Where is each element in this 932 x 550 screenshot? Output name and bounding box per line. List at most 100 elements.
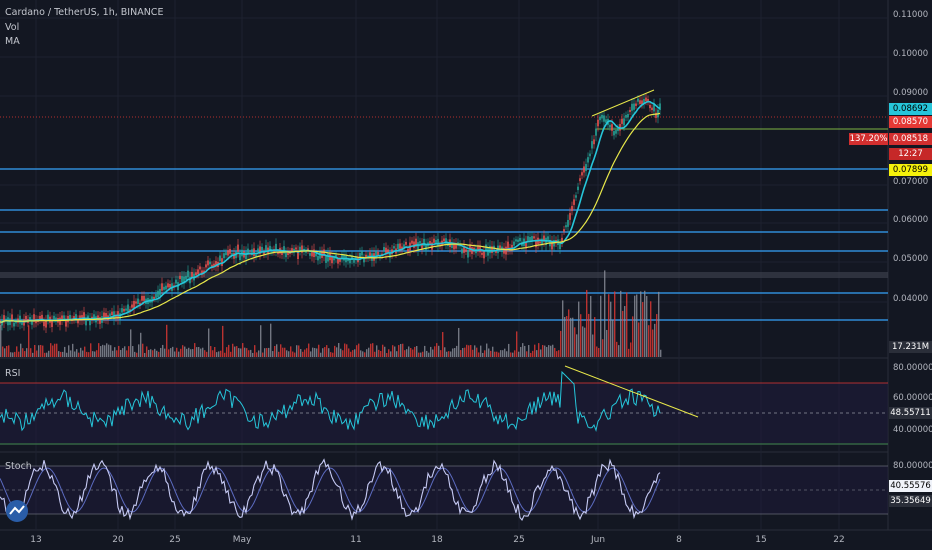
candle-body: [125, 308, 127, 311]
vol-legend[interactable]: Vol: [5, 22, 20, 33]
candle-body: [141, 295, 143, 301]
volume-bar: [20, 343, 22, 357]
candle-body: [623, 118, 625, 126]
volume-bar: [52, 345, 54, 357]
volume-bar: [416, 346, 418, 357]
volume-bar: [492, 346, 494, 357]
volume-bar: [286, 350, 288, 357]
candle-body: [639, 100, 641, 104]
candle-body: [579, 178, 581, 182]
candle-body: [183, 276, 185, 284]
candle-body: [123, 308, 125, 312]
time-axis-label: 25: [513, 535, 525, 545]
volume-bar: [62, 351, 64, 357]
volume-bar: [462, 348, 464, 357]
volume-bar: [288, 351, 290, 357]
volume-bar: [274, 346, 276, 357]
volume-bar: [284, 347, 286, 357]
candle-body: [389, 252, 391, 258]
candle-body: [625, 114, 627, 118]
volume-bar: [48, 350, 50, 357]
volume-bar: [248, 350, 250, 357]
volume-bar: [60, 351, 62, 357]
volume-bar: [6, 345, 8, 357]
candle-body: [309, 253, 311, 256]
volume-bar: [312, 347, 314, 357]
candle-body: [423, 238, 425, 247]
volume-bar: [106, 343, 108, 357]
price-axis-label: 0.07000: [893, 177, 929, 187]
volume-bar: [228, 344, 230, 357]
volume-bar: [338, 343, 340, 357]
volume-bar: [30, 348, 32, 357]
candle-body: [325, 255, 327, 263]
volume-bar: [64, 346, 66, 357]
candle-body: [231, 253, 233, 256]
volume-bar: [576, 334, 578, 357]
volume-bar: [330, 352, 332, 357]
candle-body: [487, 247, 489, 256]
volume-bar: [182, 345, 184, 357]
volume-bar: [590, 295, 592, 357]
volume-bar: [354, 349, 356, 357]
candle-body: [627, 113, 629, 118]
volume-bar: [24, 351, 26, 357]
volume-bar: [252, 352, 254, 357]
candle-body: [347, 258, 349, 262]
candle-body: [647, 98, 649, 102]
volume-bar: [68, 345, 70, 357]
volume-bar: [116, 350, 118, 357]
volume-bar: [430, 346, 432, 357]
candle-body: [525, 241, 527, 249]
volume-bar: [348, 348, 350, 357]
candle-body: [75, 314, 77, 319]
candle-body: [499, 245, 501, 248]
volume-bar: [618, 345, 620, 357]
candle-body: [315, 253, 317, 257]
volume-bar: [538, 343, 540, 357]
volume-bar: [404, 350, 406, 357]
candle-body: [73, 316, 75, 320]
volume-bar: [158, 351, 160, 357]
volume-bar: [422, 351, 424, 357]
volume-bar: [298, 345, 300, 357]
candle-body: [223, 253, 225, 259]
rsi-band: [0, 383, 888, 445]
volume-bar: [126, 350, 128, 357]
candle-body: [237, 244, 239, 252]
volume-bar: [96, 350, 98, 357]
volume-bar: [582, 326, 584, 357]
volume-bar: [604, 270, 606, 357]
candle-body: [577, 186, 579, 191]
volume-bar: [168, 349, 170, 357]
volume-bar: [440, 350, 442, 357]
volume-bar: [526, 351, 528, 357]
ma-legend[interactable]: MA: [5, 36, 20, 47]
stoch-legend[interactable]: Stoch: [5, 461, 32, 472]
volume-bar: [80, 347, 82, 357]
candle-body: [213, 263, 215, 267]
candle-body: [589, 153, 591, 157]
volume-bar: [238, 348, 240, 357]
candle-body: [317, 255, 319, 261]
volume-bar: [638, 322, 640, 357]
volume-bar: [498, 352, 500, 357]
candle-body: [595, 128, 597, 136]
candle-body: [365, 254, 367, 259]
candle-body: [25, 315, 27, 320]
candle-body: [103, 312, 105, 319]
volume-bar: [160, 347, 162, 357]
candle-body: [587, 157, 589, 163]
symbol-title[interactable]: Cardano / TetherUS, 1h, BINANCE: [5, 7, 164, 18]
volume-bar: [264, 348, 266, 357]
candle-body: [13, 322, 15, 327]
candle-body: [143, 295, 145, 301]
rsi-legend[interactable]: RSI: [5, 368, 21, 379]
volume-bar: [592, 334, 594, 357]
volume-bar: [490, 350, 492, 357]
candle-body: [559, 243, 561, 250]
volume-bar: [220, 350, 222, 357]
volume-bar: [36, 350, 38, 357]
